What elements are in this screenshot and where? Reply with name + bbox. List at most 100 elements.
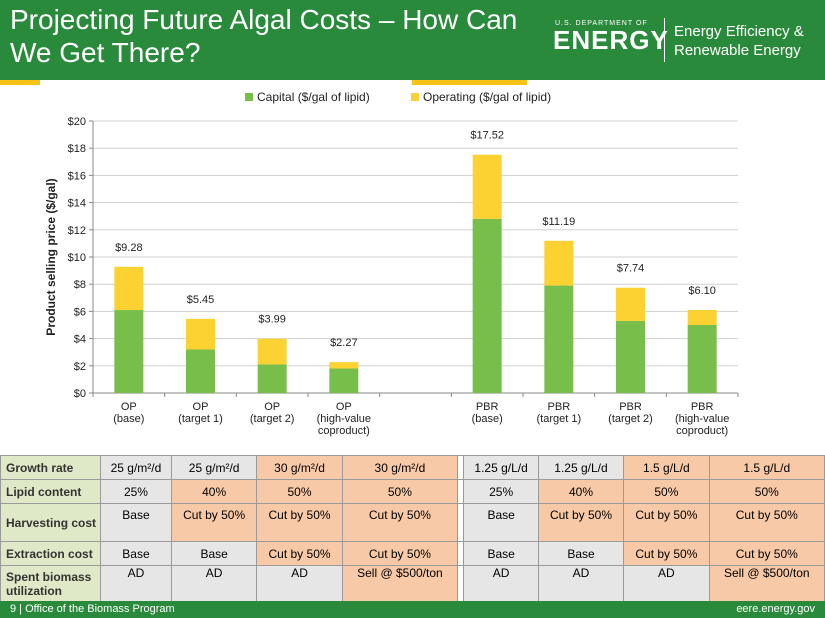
y-axis-title: Product selling price ($/gal): [44, 178, 58, 335]
capital-bar: [114, 310, 144, 393]
table-cell: Cut by 50%: [256, 541, 343, 566]
x-category-label: (high-value: [675, 413, 729, 425]
total-data-label: $5.45: [187, 294, 215, 306]
x-category-label: OP: [193, 401, 209, 413]
table-cell: Cut by 50%: [623, 503, 710, 542]
table-cell: 25 g/m²/d: [170, 455, 258, 480]
title-line-1: Projecting Future Algal Costs – How Can: [10, 4, 518, 35]
table-cell: 30 g/m²/d: [341, 455, 459, 480]
operating-bar: [687, 310, 717, 325]
table-cell: Cut by 50%: [341, 503, 459, 542]
row-label: Lipid content: [0, 479, 101, 504]
header-accent-strip: [0, 80, 825, 86]
scenario-parameters-table: Growth rate 25 g/m²/d 25 g/m²/d 30 g/m²/d 30…: [0, 455, 825, 603]
x-category-label: (target 1): [178, 413, 223, 425]
table-cell: 1.25 g/L/d: [537, 455, 625, 480]
table-cell: AD: [537, 565, 625, 603]
slide-header: Projecting Future Algal Costs – How Can …: [0, 0, 825, 80]
footer-url: eere.energy.gov: [736, 603, 815, 615]
total-data-label: $9.28: [115, 242, 143, 254]
y-tick-label: $10: [68, 252, 86, 264]
footer-page-label: 9 | Office of the Biomass Program: [10, 603, 175, 615]
eere-line-2: Renewable Energy: [674, 42, 801, 59]
table-cell: AD: [100, 565, 172, 603]
capital-bar: [186, 349, 215, 393]
table-cell: 25%: [100, 479, 172, 504]
table-cell: AD: [170, 565, 258, 603]
operating-bar: [472, 154, 502, 219]
table-cell: 50%: [623, 479, 710, 504]
y-tick-label: $4: [74, 334, 86, 346]
total-data-label: $6.10: [688, 285, 716, 297]
x-category-label: OP: [264, 401, 280, 413]
slide-title: Projecting Future Algal Costs – How Can …: [10, 3, 517, 69]
table-cell: Base: [537, 541, 625, 566]
accent-segment: [412, 80, 527, 85]
x-category-label: (target 2): [250, 413, 295, 425]
table-cell: Sell @ $500/ton: [341, 565, 459, 603]
logo-divider: [664, 18, 665, 62]
row-label: Extraction cost: [0, 541, 101, 566]
capital-bar: [544, 285, 574, 393]
x-category-label: OP: [336, 401, 352, 413]
capital-bar: [616, 320, 645, 393]
capital-bar: [472, 218, 502, 393]
x-category-label: coproduct): [676, 425, 728, 437]
operating-bar: [257, 338, 287, 365]
doe-logo-small: U.S. DEPARTMENT OF: [555, 20, 648, 27]
x-category-label: PBR: [476, 401, 499, 413]
table-cell: Base: [100, 503, 172, 542]
slide-footer: 9 | Office of the Biomass Program eere.e…: [0, 601, 825, 618]
price-chart: Capital ($/gal of lipid) Operating ($/gal…: [44, 90, 739, 437]
capital-bar: [687, 325, 717, 393]
table-row: Extraction cost Base Base Cut by 50% Cut by …: [0, 541, 825, 566]
table-row: Harvesting cost Base Cut by 50% Cut by 50% C…: [0, 503, 825, 542]
table-cell: Cut by 50%: [708, 541, 825, 566]
table-cell: Cut by 50%: [341, 541, 459, 566]
y-tick-label: $18: [68, 143, 86, 155]
operating-bar: [616, 287, 645, 321]
x-category-label: (base): [113, 413, 144, 425]
table-cell: Cut by 50%: [256, 503, 343, 542]
y-tick-label: $20: [68, 116, 86, 128]
x-category-label: PBR: [691, 401, 714, 413]
table-cell: Base: [463, 541, 539, 566]
table-cell: 1.5 g/L/d: [623, 455, 710, 480]
table-cell: AD: [463, 565, 539, 603]
accent-segment: [0, 80, 40, 85]
x-category-label: PBR: [619, 401, 642, 413]
total-data-label: $7.74: [617, 263, 645, 275]
y-tick-label: $0: [74, 388, 86, 400]
table-cell: Cut by 50%: [708, 503, 825, 542]
y-tick-label: $12: [68, 225, 86, 237]
total-data-label: $2.27: [330, 337, 358, 349]
y-tick-label: $6: [74, 306, 86, 318]
legend-swatch: [411, 93, 419, 101]
table-cell: Cut by 50%: [537, 503, 625, 542]
title-line-2: We Get There?: [10, 37, 201, 68]
table-cell: AD: [256, 565, 343, 603]
capital-bar: [257, 364, 287, 393]
legend-label: Capital ($/gal of lipid): [257, 90, 370, 104]
y-tick-label: $16: [68, 170, 86, 182]
eere-line-1: Energy Efficiency &: [674, 23, 804, 40]
table-row: Lipid content 25% 40% 50% 50% 25% 40% 50% 50%: [0, 479, 825, 504]
capital-bar: [329, 368, 359, 393]
table-cell: 50%: [708, 479, 825, 504]
x-category-label: (target 2): [608, 413, 653, 425]
doe-logo: U.S. DEPARTMENT OF ENERGY: [553, 20, 669, 53]
eere-logo-text: Energy Efficiency & Renewable Energy: [674, 22, 804, 60]
y-tick-label: $14: [68, 198, 86, 210]
table-cell: 40%: [170, 479, 258, 504]
table-cell: 30 g/m²/d: [256, 455, 343, 480]
table-cell: 50%: [256, 479, 343, 504]
table-cell: Base: [100, 541, 172, 566]
x-category-label: PBR: [548, 401, 571, 413]
x-category-label: OP: [121, 401, 137, 413]
operating-bar: [329, 362, 359, 369]
table-row: Growth rate 25 g/m²/d 25 g/m²/d 30 g/m²/d 30…: [0, 455, 825, 480]
table-cell: 25%: [463, 479, 539, 504]
row-label: Growth rate: [0, 455, 101, 480]
operating-bar: [114, 266, 144, 311]
table-cell: Sell @ $500/ton: [708, 565, 825, 603]
